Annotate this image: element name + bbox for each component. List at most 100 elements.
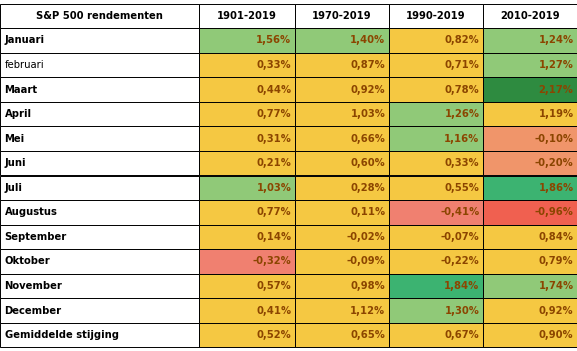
Text: 1,26%: 1,26%: [444, 109, 479, 119]
Bar: [0, 126, 199, 151]
Bar: [0, 53, 199, 77]
Bar: [389, 323, 483, 347]
Text: februari: februari: [5, 60, 44, 70]
Bar: [389, 200, 483, 225]
Bar: [199, 151, 295, 176]
Bar: [389, 274, 483, 298]
Text: November: November: [5, 281, 62, 291]
Bar: [0, 77, 199, 102]
Bar: [295, 298, 389, 323]
Bar: [483, 53, 577, 77]
Text: Oktober: Oktober: [5, 257, 50, 266]
Text: 0,52%: 0,52%: [257, 330, 291, 340]
Text: 1,03%: 1,03%: [257, 183, 291, 193]
Text: 0,92%: 0,92%: [351, 85, 385, 94]
Bar: [199, 298, 295, 323]
Text: 0,60%: 0,60%: [351, 158, 385, 168]
Bar: [389, 53, 483, 77]
Bar: [295, 249, 389, 274]
Text: -0,32%: -0,32%: [253, 257, 291, 266]
Bar: [295, 323, 389, 347]
Bar: [389, 126, 483, 151]
Text: 0,84%: 0,84%: [538, 232, 574, 242]
Bar: [483, 28, 577, 53]
Text: 1901-2019: 1901-2019: [217, 11, 277, 21]
Text: 0,77%: 0,77%: [257, 109, 291, 119]
Bar: [389, 225, 483, 249]
Bar: [0, 225, 199, 249]
Bar: [199, 323, 295, 347]
Text: April: April: [5, 109, 32, 119]
Text: 0,33%: 0,33%: [445, 158, 479, 168]
Text: 1,74%: 1,74%: [538, 281, 574, 291]
Text: -0,02%: -0,02%: [347, 232, 385, 242]
Text: 1,16%: 1,16%: [444, 134, 479, 144]
Text: 1,19%: 1,19%: [538, 109, 574, 119]
Bar: [199, 4, 295, 28]
Bar: [199, 249, 295, 274]
Text: Juli: Juli: [5, 183, 23, 193]
Text: 0,44%: 0,44%: [256, 85, 291, 94]
Bar: [199, 28, 295, 53]
Bar: [389, 151, 483, 176]
Bar: [483, 274, 577, 298]
Text: 0,31%: 0,31%: [257, 134, 291, 144]
Text: 1,24%: 1,24%: [538, 35, 574, 45]
Bar: [295, 176, 389, 200]
Bar: [199, 77, 295, 102]
Text: 2010-2019: 2010-2019: [500, 11, 560, 21]
Text: 0,55%: 0,55%: [445, 183, 479, 193]
Bar: [483, 200, 577, 225]
Text: 0,82%: 0,82%: [445, 35, 479, 45]
Bar: [295, 126, 389, 151]
Bar: [483, 126, 577, 151]
Bar: [483, 176, 577, 200]
Bar: [389, 249, 483, 274]
Text: 0,78%: 0,78%: [445, 85, 479, 94]
Text: 2,17%: 2,17%: [539, 85, 574, 94]
Bar: [483, 249, 577, 274]
Text: 0,28%: 0,28%: [351, 183, 385, 193]
Text: 1970-2019: 1970-2019: [312, 11, 372, 21]
Text: 0,92%: 0,92%: [539, 306, 574, 316]
Text: 0,90%: 0,90%: [539, 330, 574, 340]
Bar: [483, 77, 577, 102]
Bar: [0, 200, 199, 225]
Bar: [295, 28, 389, 53]
Bar: [295, 102, 389, 126]
Bar: [0, 151, 199, 176]
Bar: [483, 4, 577, 28]
Text: 0,67%: 0,67%: [445, 330, 479, 340]
Bar: [389, 77, 483, 102]
Text: -0,09%: -0,09%: [347, 257, 385, 266]
Bar: [199, 176, 295, 200]
Text: 0,41%: 0,41%: [256, 306, 291, 316]
Text: 0,33%: 0,33%: [257, 60, 291, 70]
Bar: [0, 274, 199, 298]
Text: 0,87%: 0,87%: [351, 60, 385, 70]
Text: 1,30%: 1,30%: [445, 306, 479, 316]
Bar: [0, 102, 199, 126]
Text: S&P 500 rendementen: S&P 500 rendementen: [36, 11, 163, 21]
Bar: [0, 249, 199, 274]
Bar: [0, 176, 199, 200]
Bar: [483, 151, 577, 176]
Text: 0,79%: 0,79%: [539, 257, 574, 266]
Bar: [295, 77, 389, 102]
Text: 1,03%: 1,03%: [351, 109, 385, 119]
Bar: [483, 225, 577, 249]
Text: -0,22%: -0,22%: [441, 257, 479, 266]
Text: Gemiddelde stijging: Gemiddelde stijging: [5, 330, 119, 340]
Text: 0,65%: 0,65%: [351, 330, 385, 340]
Bar: [483, 298, 577, 323]
Text: September: September: [5, 232, 67, 242]
Text: 0,14%: 0,14%: [256, 232, 291, 242]
Bar: [199, 126, 295, 151]
Bar: [483, 323, 577, 347]
Text: 0,21%: 0,21%: [257, 158, 291, 168]
Text: 0,71%: 0,71%: [445, 60, 479, 70]
Bar: [295, 4, 389, 28]
Bar: [295, 200, 389, 225]
Bar: [0, 323, 199, 347]
Bar: [295, 53, 389, 77]
